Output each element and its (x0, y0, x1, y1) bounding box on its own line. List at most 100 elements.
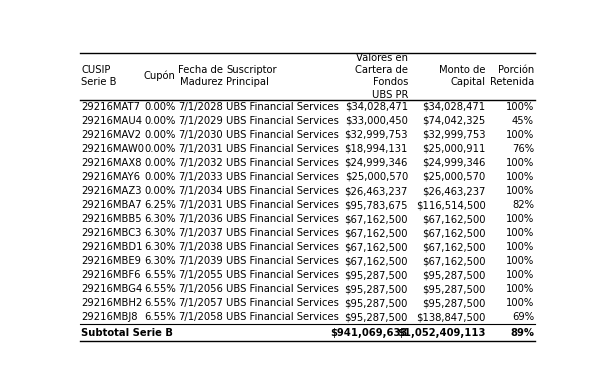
Text: 29216MAV2: 29216MAV2 (81, 130, 141, 140)
Text: 0.00%: 0.00% (144, 186, 175, 196)
Text: $26,463,237: $26,463,237 (344, 186, 408, 196)
Text: 100%: 100% (506, 130, 534, 140)
Text: UBS Financial Services: UBS Financial Services (226, 298, 340, 308)
Text: 29216MAT7: 29216MAT7 (81, 102, 140, 112)
Text: $25,000,911: $25,000,911 (422, 144, 485, 154)
Text: 29216MBG4: 29216MBG4 (81, 284, 142, 294)
Text: UBS Financial Services: UBS Financial Services (226, 242, 340, 252)
Text: 6.55%: 6.55% (144, 298, 176, 308)
Text: 29216MBB5: 29216MBB5 (81, 214, 142, 224)
Text: $25,000,570: $25,000,570 (422, 172, 485, 182)
Text: 100%: 100% (506, 214, 534, 224)
Text: 29216MBJ8: 29216MBJ8 (81, 312, 137, 322)
Text: $67,162,500: $67,162,500 (344, 214, 408, 224)
Text: 0.00%: 0.00% (144, 130, 175, 140)
Text: $67,162,500: $67,162,500 (344, 242, 408, 252)
Text: $1,052,409,113: $1,052,409,113 (397, 327, 485, 338)
Text: 7/1/2036: 7/1/2036 (178, 214, 223, 224)
Text: $34,028,471: $34,028,471 (422, 102, 485, 112)
Text: $67,162,500: $67,162,500 (422, 256, 485, 266)
Text: UBS Financial Services: UBS Financial Services (226, 144, 340, 154)
Text: 7/1/2038: 7/1/2038 (179, 242, 223, 252)
Text: 7/1/2032: 7/1/2032 (178, 158, 223, 168)
Text: 45%: 45% (512, 116, 534, 126)
Text: 7/1/2031: 7/1/2031 (178, 144, 223, 154)
Text: 76%: 76% (512, 144, 534, 154)
Text: 7/1/2039: 7/1/2039 (178, 256, 223, 266)
Text: UBS Financial Services: UBS Financial Services (226, 270, 340, 280)
Text: 6.55%: 6.55% (144, 270, 176, 280)
Text: UBS Financial Services: UBS Financial Services (226, 214, 340, 224)
Text: 29216MAY6: 29216MAY6 (81, 172, 140, 182)
Text: 7/1/2057: 7/1/2057 (178, 298, 223, 308)
Text: 29216MBC3: 29216MBC3 (81, 228, 142, 238)
Text: 29216MBD1: 29216MBD1 (81, 242, 143, 252)
Text: 29216MBE9: 29216MBE9 (81, 256, 141, 266)
Text: UBS Financial Services: UBS Financial Services (226, 186, 340, 196)
Text: Fecha de
Madurez: Fecha de Madurez (178, 65, 223, 87)
Text: UBS Financial Services: UBS Financial Services (226, 228, 340, 238)
Text: UBS Financial Services: UBS Financial Services (226, 256, 340, 266)
Text: 29216MAZ3: 29216MAZ3 (81, 186, 142, 196)
Text: $18,994,131: $18,994,131 (344, 144, 408, 154)
Text: $67,162,500: $67,162,500 (344, 228, 408, 238)
Text: 0.00%: 0.00% (144, 102, 175, 112)
Text: 100%: 100% (506, 186, 534, 196)
Text: 0.00%: 0.00% (144, 144, 175, 154)
Text: CUSIP
Serie B: CUSIP Serie B (81, 65, 116, 87)
Text: UBS Financial Services: UBS Financial Services (226, 284, 340, 294)
Text: 7/1/2058: 7/1/2058 (178, 312, 223, 322)
Text: Monto de
Capital: Monto de Capital (439, 65, 485, 87)
Text: UBS Financial Services: UBS Financial Services (226, 116, 340, 126)
Text: 6.55%: 6.55% (144, 312, 176, 322)
Text: $138,847,500: $138,847,500 (416, 312, 485, 322)
Text: 29216MAX8: 29216MAX8 (81, 158, 142, 168)
Text: 100%: 100% (506, 228, 534, 238)
Text: 0.00%: 0.00% (144, 116, 175, 126)
Text: $95,287,500: $95,287,500 (422, 298, 485, 308)
Text: $95,783,675: $95,783,675 (344, 200, 408, 210)
Text: 100%: 100% (506, 102, 534, 112)
Text: 100%: 100% (506, 158, 534, 168)
Text: $67,162,500: $67,162,500 (344, 256, 408, 266)
Text: 6.30%: 6.30% (144, 256, 175, 266)
Text: Suscriptor
Principal: Suscriptor Principal (226, 65, 277, 87)
Text: Valores en
Cartera de
Fondos
UBS PR: Valores en Cartera de Fondos UBS PR (355, 52, 408, 100)
Text: Porción
Retenida: Porción Retenida (490, 65, 534, 87)
Text: $32,999,753: $32,999,753 (344, 130, 408, 140)
Text: 69%: 69% (512, 312, 534, 322)
Text: 82%: 82% (512, 200, 534, 210)
Text: 7/1/2030: 7/1/2030 (179, 130, 223, 140)
Text: $67,162,500: $67,162,500 (422, 214, 485, 224)
Text: 6.55%: 6.55% (144, 284, 176, 294)
Text: $67,162,500: $67,162,500 (422, 228, 485, 238)
Text: UBS Financial Services: UBS Financial Services (226, 158, 340, 168)
Text: $67,162,500: $67,162,500 (422, 242, 485, 252)
Text: 6.30%: 6.30% (144, 214, 175, 224)
Text: $74,042,325: $74,042,325 (422, 116, 485, 126)
Text: $95,287,500: $95,287,500 (344, 298, 408, 308)
Text: 6.25%: 6.25% (144, 200, 176, 210)
Text: $32,999,753: $32,999,753 (422, 130, 485, 140)
Text: $95,287,500: $95,287,500 (344, 312, 408, 322)
Text: 7/1/2037: 7/1/2037 (178, 228, 223, 238)
Text: UBS Financial Services: UBS Financial Services (226, 130, 340, 140)
Text: $34,028,471: $34,028,471 (345, 102, 408, 112)
Text: 7/1/2031: 7/1/2031 (178, 200, 223, 210)
Text: 29216MAW0: 29216MAW0 (81, 144, 144, 154)
Text: 7/1/2034: 7/1/2034 (179, 186, 223, 196)
Text: $95,287,500: $95,287,500 (344, 270, 408, 280)
Text: $95,287,500: $95,287,500 (344, 284, 408, 294)
Text: 29216MBA7: 29216MBA7 (81, 200, 142, 210)
Text: 7/1/2055: 7/1/2055 (178, 270, 223, 280)
Text: Cupón: Cupón (144, 71, 176, 81)
Text: 100%: 100% (506, 298, 534, 308)
Text: 29216MAU4: 29216MAU4 (81, 116, 142, 126)
Text: 7/1/2028: 7/1/2028 (178, 102, 223, 112)
Text: 0.00%: 0.00% (144, 172, 175, 182)
Text: 100%: 100% (506, 270, 534, 280)
Text: Subtotal Serie B: Subtotal Serie B (81, 327, 173, 338)
Text: 7/1/2056: 7/1/2056 (178, 284, 223, 294)
Text: UBS Financial Services: UBS Financial Services (226, 172, 340, 182)
Text: 29216MBH2: 29216MBH2 (81, 298, 142, 308)
